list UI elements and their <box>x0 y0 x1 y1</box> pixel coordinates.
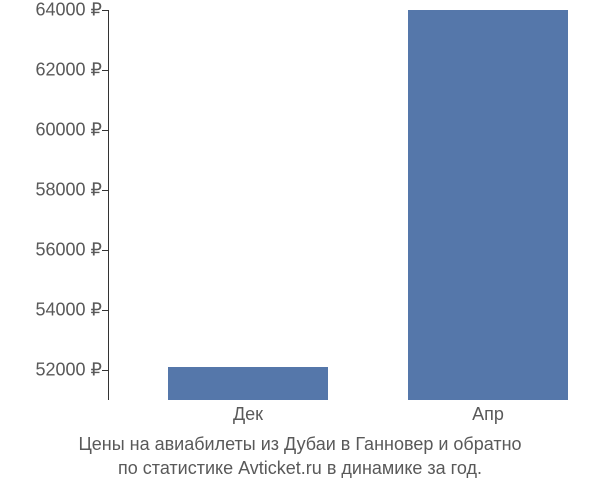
bar <box>168 367 328 400</box>
x-axis-label: Дек <box>233 404 263 425</box>
y-axis-label: 56000 ₽ <box>35 240 102 261</box>
price-chart: 52000 ₽ 54000 ₽ 56000 ₽ 58000 ₽ 60000 ₽ 62000… <box>0 0 600 500</box>
caption-line-1: Цены на авиабилеты из Дубаи в Ганновер и… <box>78 434 521 454</box>
y-axis-label: 58000 ₽ <box>35 180 102 201</box>
bar <box>408 10 568 400</box>
chart-caption: Цены на авиабилеты из Дубаи в Ганновер и… <box>0 432 600 481</box>
y-axis-label: 54000 ₽ <box>35 300 102 321</box>
y-axis-label: 52000 ₽ <box>35 360 102 381</box>
caption-line-2: по статистике Avticket.ru в динамике за … <box>118 458 482 478</box>
plot-area <box>108 10 588 400</box>
y-axis-label: 60000 ₽ <box>35 120 102 141</box>
y-axis-label: 64000 ₽ <box>35 0 102 21</box>
y-axis-label: 62000 ₽ <box>35 60 102 81</box>
x-axis-label: Апр <box>472 404 504 425</box>
